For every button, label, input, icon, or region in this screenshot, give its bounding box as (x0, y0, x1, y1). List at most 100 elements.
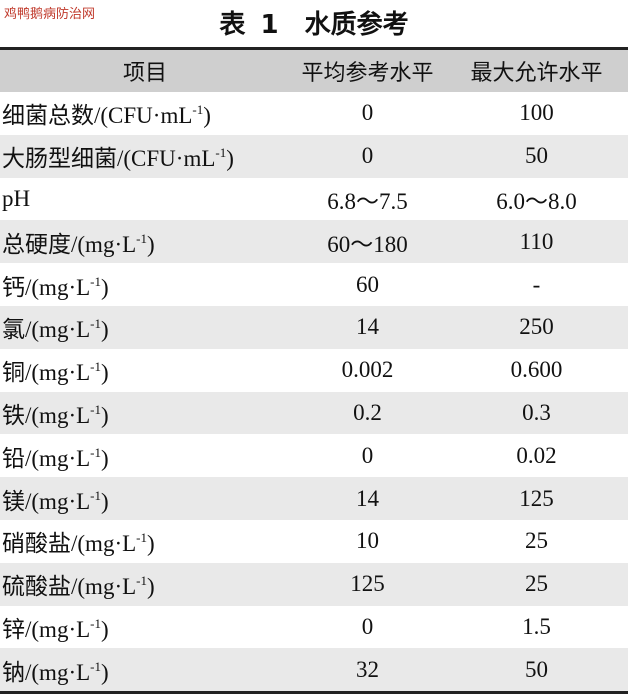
average-value: 0 (361, 442, 374, 468)
item-name: 铅/(mg·L (2, 445, 91, 471)
item-cell: pH (0, 178, 290, 221)
unit-exponent: -1 (90, 316, 101, 332)
max-value: 25 (525, 528, 548, 554)
table-body: 细菌总数/(CFU·mL-1) 0 100 大肠型细菌/(CFU·mL-1) 0 50 pH… (0, 92, 628, 693)
table-header: 项目 平均参考水平 最大允许水平 (0, 48, 628, 92)
header-cell: 项目 (0, 48, 290, 92)
max-value: 110 (445, 220, 628, 264)
average-value: 125 (290, 562, 445, 606)
average-value: 0.002 (341, 357, 394, 383)
item-cell: 镁/(mg·L-1) (0, 477, 290, 520)
unit-exponent: -1 (136, 530, 147, 546)
unit-close: ) (101, 616, 109, 642)
item-cell: 细菌总数/(CFU·mL-1) (0, 92, 290, 135)
unit-close: ) (101, 360, 109, 386)
unit-exponent: -1 (215, 145, 227, 161)
max-value: 6.0～8.0 (496, 188, 577, 214)
table-row: 硫酸盐/(mg·L-1) 125 25 (0, 562, 628, 606)
max-value: 50 (445, 134, 628, 178)
unit-exponent: -1 (90, 359, 101, 375)
average-value: 6.8～7.5 (327, 188, 408, 214)
item-name: 硝酸盐/(mg·L (2, 531, 137, 557)
item-cell: 硫酸盐/(mg·L-1) (0, 562, 290, 606)
max-value: - (532, 271, 541, 297)
max-value: 125 (445, 477, 628, 520)
unit-close: ) (147, 231, 155, 257)
table-row: 铜/(mg·L-1) 0.002 0.600 (0, 349, 628, 392)
item-name: pH (2, 185, 31, 211)
max-value: 0.600 (510, 357, 563, 383)
table-row: 总硬度/(mg·L-1) 60～180 110 (0, 220, 628, 264)
table-row: 铅/(mg·L-1) 0 0.02 (0, 434, 628, 477)
average-value: 0 (290, 134, 445, 178)
item-name: 氯/(mg·L (2, 317, 91, 343)
item-name: 钙/(mg·L (2, 274, 91, 300)
unit-close: ) (101, 274, 109, 300)
unit-close: ) (147, 531, 155, 557)
average-value: 10 (356, 528, 379, 554)
max-value: 50 (445, 648, 628, 693)
item-cell: 钠/(mg·L-1) (0, 648, 290, 693)
average-value: 14 (290, 477, 445, 520)
header-cell: 最大允许水平 (445, 48, 628, 92)
table-row: 钠/(mg·L-1) 32 50 (0, 648, 628, 693)
unit-exponent: -1 (90, 444, 101, 460)
max-value: 0.02 (516, 442, 557, 468)
item-name: 锌/(mg·L (2, 616, 91, 642)
unit-close: ) (226, 146, 234, 172)
item-cell: 锌/(mg·L-1) (0, 606, 290, 649)
item-name: 细菌总数/(CFU·mL (2, 103, 193, 129)
unit-close: ) (101, 659, 109, 685)
table-row: 钙/(mg·L-1) 60 - (0, 263, 628, 306)
table-row: 镁/(mg·L-1) 14 125 (0, 477, 628, 520)
item-name: 钠/(mg·L (2, 659, 91, 685)
item-cell: 钙/(mg·L-1) (0, 263, 290, 306)
average-value: 32 (290, 648, 445, 693)
unit-exponent: -1 (90, 615, 101, 631)
item-cell: 氯/(mg·L-1) (0, 305, 290, 349)
water-quality-table: 项目 平均参考水平 最大允许水平 细菌总数/(CFU·mL-1) 0 100 大肠型细菌/… (0, 47, 628, 695)
header-row: 项目 平均参考水平 最大允许水平 (0, 48, 628, 92)
unit-exponent: -1 (90, 273, 101, 289)
item-name: 大肠型细菌/(CFU·mL (2, 146, 216, 172)
item-cell: 铁/(mg·L-1) (0, 391, 290, 435)
average-value: 14 (290, 305, 445, 349)
unit-exponent: -1 (90, 487, 101, 503)
unit-exponent: -1 (192, 102, 204, 118)
unit-exponent: -1 (90, 401, 101, 417)
header-cell: 平均参考水平 (290, 48, 445, 92)
table-row: 氯/(mg·L-1) 14 250 (0, 305, 628, 349)
average-value: 60 (356, 271, 379, 297)
average-value: 0 (361, 613, 374, 639)
unit-close: ) (101, 488, 109, 514)
max-value: 250 (445, 305, 628, 349)
unit-close: ) (101, 402, 109, 428)
max-value: 0.3 (445, 391, 628, 435)
item-cell: 总硬度/(mg·L-1) (0, 220, 290, 264)
table-row: 硝酸盐/(mg·L-1) 10 25 (0, 520, 628, 563)
max-value: 25 (445, 562, 628, 606)
unit-exponent: -1 (90, 658, 101, 674)
unit-close: ) (147, 574, 155, 600)
item-name: 铁/(mg·L (2, 402, 91, 428)
average-value: 60～180 (290, 220, 445, 264)
average-value: 0 (361, 100, 374, 126)
unit-exponent: -1 (136, 573, 147, 589)
table-row: 大肠型细菌/(CFU·mL-1) 0 50 (0, 134, 628, 178)
max-value: 1.5 (522, 613, 551, 639)
table-row: 细菌总数/(CFU·mL-1) 0 100 (0, 92, 628, 135)
unit-close: ) (101, 317, 109, 343)
item-cell: 铅/(mg·L-1) (0, 434, 290, 477)
item-cell: 大肠型细菌/(CFU·mL-1) (0, 134, 290, 178)
item-name: 镁/(mg·L (2, 488, 91, 514)
item-cell: 铜/(mg·L-1) (0, 349, 290, 392)
table-row: 铁/(mg·L-1) 0.2 0.3 (0, 391, 628, 435)
unit-close: ) (101, 445, 109, 471)
table-title: 表 1 水质参考 (219, 10, 409, 40)
max-value: 100 (519, 100, 554, 126)
item-cell: 硝酸盐/(mg·L-1) (0, 520, 290, 563)
unit-close: ) (203, 103, 211, 129)
table-row: pH 6.8～7.5 6.0～8.0 (0, 178, 628, 221)
watermark: 鸡鸭鹅病防治网 (4, 7, 96, 22)
